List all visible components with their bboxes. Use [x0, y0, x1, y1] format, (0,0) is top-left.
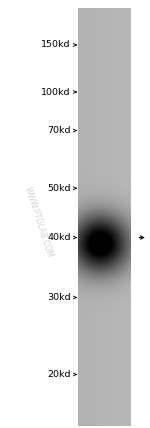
Text: 100kd: 100kd [41, 87, 70, 97]
Text: 70kd: 70kd [47, 126, 70, 135]
Text: WWW.PTGLAB.COM: WWW.PTGLAB.COM [23, 186, 55, 259]
Text: 20kd: 20kd [47, 370, 70, 379]
Text: 40kd: 40kd [47, 233, 70, 242]
Text: 30kd: 30kd [47, 293, 70, 302]
Text: 150kd: 150kd [41, 40, 70, 50]
Text: 50kd: 50kd [47, 184, 70, 193]
